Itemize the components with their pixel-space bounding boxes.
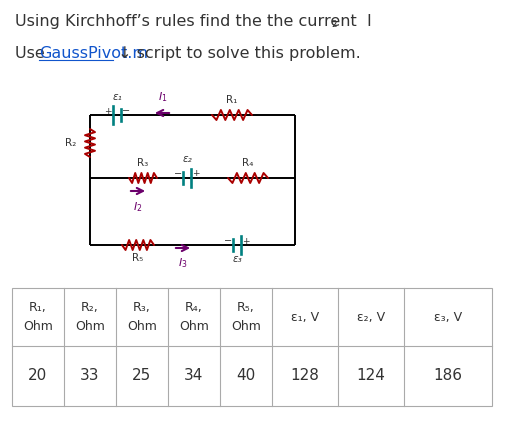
Text: $I_1$: $I_1$ xyxy=(158,90,168,104)
Text: −: − xyxy=(122,106,130,116)
Text: R₃,
Ohm: R₃, Ohm xyxy=(127,302,157,332)
Text: R₂,
Ohm: R₂, Ohm xyxy=(75,302,105,332)
Text: 124: 124 xyxy=(356,368,385,384)
Text: ↓ script to solve this problem.: ↓ script to solve this problem. xyxy=(113,46,360,61)
Text: $I_3$: $I_3$ xyxy=(178,256,187,270)
Text: $I_2$: $I_2$ xyxy=(133,200,142,214)
Text: R₄,
Ohm: R₄, Ohm xyxy=(179,302,209,332)
Text: Using Kirchhoff’s rules find the the current  I: Using Kirchhoff’s rules find the the cur… xyxy=(15,14,371,29)
Text: −: − xyxy=(224,236,232,246)
Text: R₅: R₅ xyxy=(132,253,143,263)
Text: GaussPivot.m: GaussPivot.m xyxy=(39,46,147,61)
Text: R₄: R₄ xyxy=(242,158,253,168)
Text: 20: 20 xyxy=(28,368,47,384)
Text: ε₁: ε₁ xyxy=(112,92,122,102)
Text: ε₂, V: ε₂, V xyxy=(356,311,384,324)
Text: Use: Use xyxy=(15,46,50,61)
Text: R₁: R₁ xyxy=(226,95,237,105)
Text: 25: 25 xyxy=(132,368,152,384)
Text: +: + xyxy=(192,170,199,178)
Text: R₂: R₂ xyxy=(65,138,76,148)
Text: 186: 186 xyxy=(433,368,462,384)
Bar xyxy=(12,288,491,406)
Text: 34: 34 xyxy=(184,368,204,384)
Text: R₁,
Ohm: R₁, Ohm xyxy=(23,302,53,332)
Text: ε₃: ε₃ xyxy=(232,254,241,264)
Text: 40: 40 xyxy=(236,368,255,384)
Text: ε₃, V: ε₃, V xyxy=(433,311,461,324)
Text: +: + xyxy=(104,106,112,116)
Text: 128: 128 xyxy=(290,368,319,384)
Text: ε₁, V: ε₁, V xyxy=(290,311,319,324)
Text: 33: 33 xyxy=(80,368,99,384)
Text: ₂: ₂ xyxy=(330,16,336,30)
Text: +: + xyxy=(242,236,249,246)
Text: R₅,
Ohm: R₅, Ohm xyxy=(231,302,261,332)
Text: −: − xyxy=(174,169,182,179)
Text: ε₂: ε₂ xyxy=(182,154,191,164)
Text: R₃: R₃ xyxy=(137,158,148,168)
